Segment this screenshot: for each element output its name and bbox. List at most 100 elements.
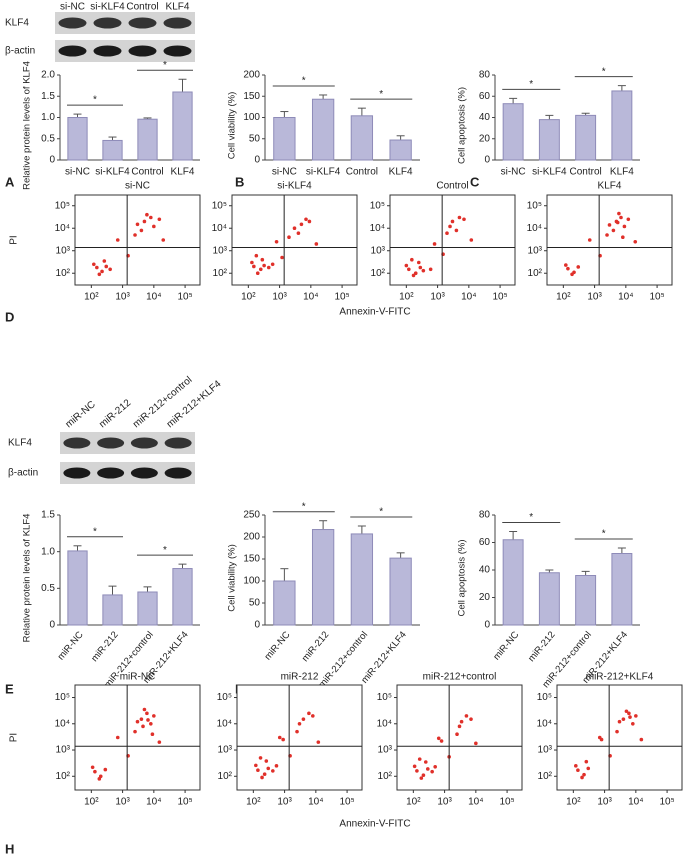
event-dot — [413, 271, 418, 276]
y-tick-label: 10⁴ — [377, 718, 392, 729]
event-dot — [416, 260, 421, 265]
significance-label: * — [93, 95, 97, 106]
event-dot — [626, 217, 631, 222]
x-tick-label: si-KLF4 — [532, 167, 567, 178]
y-tick-label: 0.5 — [41, 583, 55, 594]
significance-label: * — [602, 529, 606, 540]
event-dot — [102, 259, 107, 263]
bar — [273, 580, 296, 626]
x-tick-label: miR-212 — [526, 629, 558, 664]
significance-label: * — [302, 76, 306, 87]
event-dot — [146, 718, 150, 722]
plot-frame — [556, 684, 683, 791]
significance-label: * — [163, 60, 167, 71]
y-axis-label: Cell viability (%) — [227, 544, 238, 612]
blot-row-label: β-actin — [8, 468, 38, 479]
y-tick-label: 10³ — [528, 245, 543, 256]
y-tick-label: 10⁴ — [55, 223, 70, 234]
event-dot — [295, 729, 299, 734]
panel-title: si-KLF4 — [277, 181, 312, 192]
y-tick-label: 0 — [484, 620, 490, 631]
event-dot — [262, 263, 266, 268]
plot-frame — [396, 684, 523, 791]
bar — [102, 594, 123, 626]
x-tick-label: 10³ — [430, 292, 445, 303]
event-dot — [258, 756, 263, 760]
blot-column-label: Control — [126, 2, 158, 13]
blot-band — [93, 17, 122, 29]
blot-column-label: miR-212+control — [131, 375, 194, 431]
bar — [102, 139, 123, 161]
event-dot — [404, 263, 409, 268]
y-tick-label: 100 — [243, 112, 260, 123]
event-dot — [287, 235, 291, 239]
blot-band — [58, 45, 87, 57]
plot-frame — [546, 194, 673, 286]
event-dot — [95, 265, 99, 270]
event-dot — [299, 222, 304, 227]
bar — [389, 139, 412, 161]
y-tick-label: 100 — [243, 576, 260, 587]
blot-band — [97, 467, 125, 479]
y-tick-label: 10⁴ — [527, 223, 542, 234]
event-dot — [161, 238, 166, 242]
event-dot — [586, 766, 591, 771]
y-axis-label: Cell apoptosis (%) — [457, 539, 468, 616]
panel-title: Control — [436, 181, 468, 192]
bar — [172, 91, 193, 161]
event-dot — [423, 760, 428, 764]
x-tick-label: 10⁴ — [303, 292, 318, 303]
event-dot — [145, 711, 149, 716]
event-dot — [621, 717, 626, 721]
event-dot — [157, 217, 162, 222]
y-tick-label: 0 — [49, 155, 55, 166]
bar — [172, 568, 193, 626]
y-tick-label: 0 — [254, 155, 260, 166]
event-dot — [280, 255, 284, 260]
y-tick-label: 10⁵ — [527, 200, 542, 211]
event-dot — [256, 768, 260, 773]
event-dot — [296, 231, 301, 236]
event-dot — [115, 735, 120, 740]
y-axis-label: Relative protein levels of KLF4 — [22, 61, 33, 190]
panel-title: si-NC — [125, 181, 150, 192]
x-tick-label: 10⁴ — [618, 292, 633, 303]
panel-title: miR-NC — [120, 672, 156, 683]
x-tick-label: si-NC — [501, 167, 526, 178]
event-dot — [421, 773, 426, 777]
event-dot — [266, 265, 271, 270]
x-tick-label: si-KLF4 — [95, 167, 130, 178]
x-axis-label: Annexin-V-FITC — [339, 307, 410, 318]
blot-band — [163, 45, 192, 57]
y-tick-label: 1.5 — [41, 510, 55, 521]
blot-band — [93, 45, 122, 57]
event-dot — [617, 719, 622, 724]
blot-band — [130, 437, 158, 449]
event-dot — [439, 739, 444, 743]
significance-label: * — [163, 545, 167, 556]
event-dot — [97, 777, 102, 781]
event-dot — [474, 741, 478, 746]
y-tick-label: 1.0 — [41, 546, 55, 557]
event-dot — [412, 764, 417, 769]
plot-frame — [389, 194, 516, 286]
event-dot — [418, 265, 423, 270]
x-tick-label: miR-212 — [89, 629, 121, 664]
event-dot — [564, 263, 568, 267]
y-tick-label: 1.0 — [41, 112, 55, 123]
x-tick-label: 10⁴ — [468, 797, 483, 808]
event-dot — [264, 759, 269, 763]
event-dot — [462, 217, 466, 222]
x-tick-label: si-KLF4 — [306, 167, 341, 178]
y-tick-label: 80 — [479, 70, 491, 81]
blot-row-label: KLF4 — [8, 438, 32, 449]
event-dot — [152, 224, 156, 229]
y-tick-label: 0 — [254, 620, 260, 631]
event-dot — [108, 267, 112, 272]
event-dot — [297, 721, 302, 726]
event-dot — [425, 767, 430, 771]
x-tick-label: KLF4 — [389, 167, 413, 178]
event-dot — [314, 242, 319, 246]
event-dot — [570, 272, 574, 277]
